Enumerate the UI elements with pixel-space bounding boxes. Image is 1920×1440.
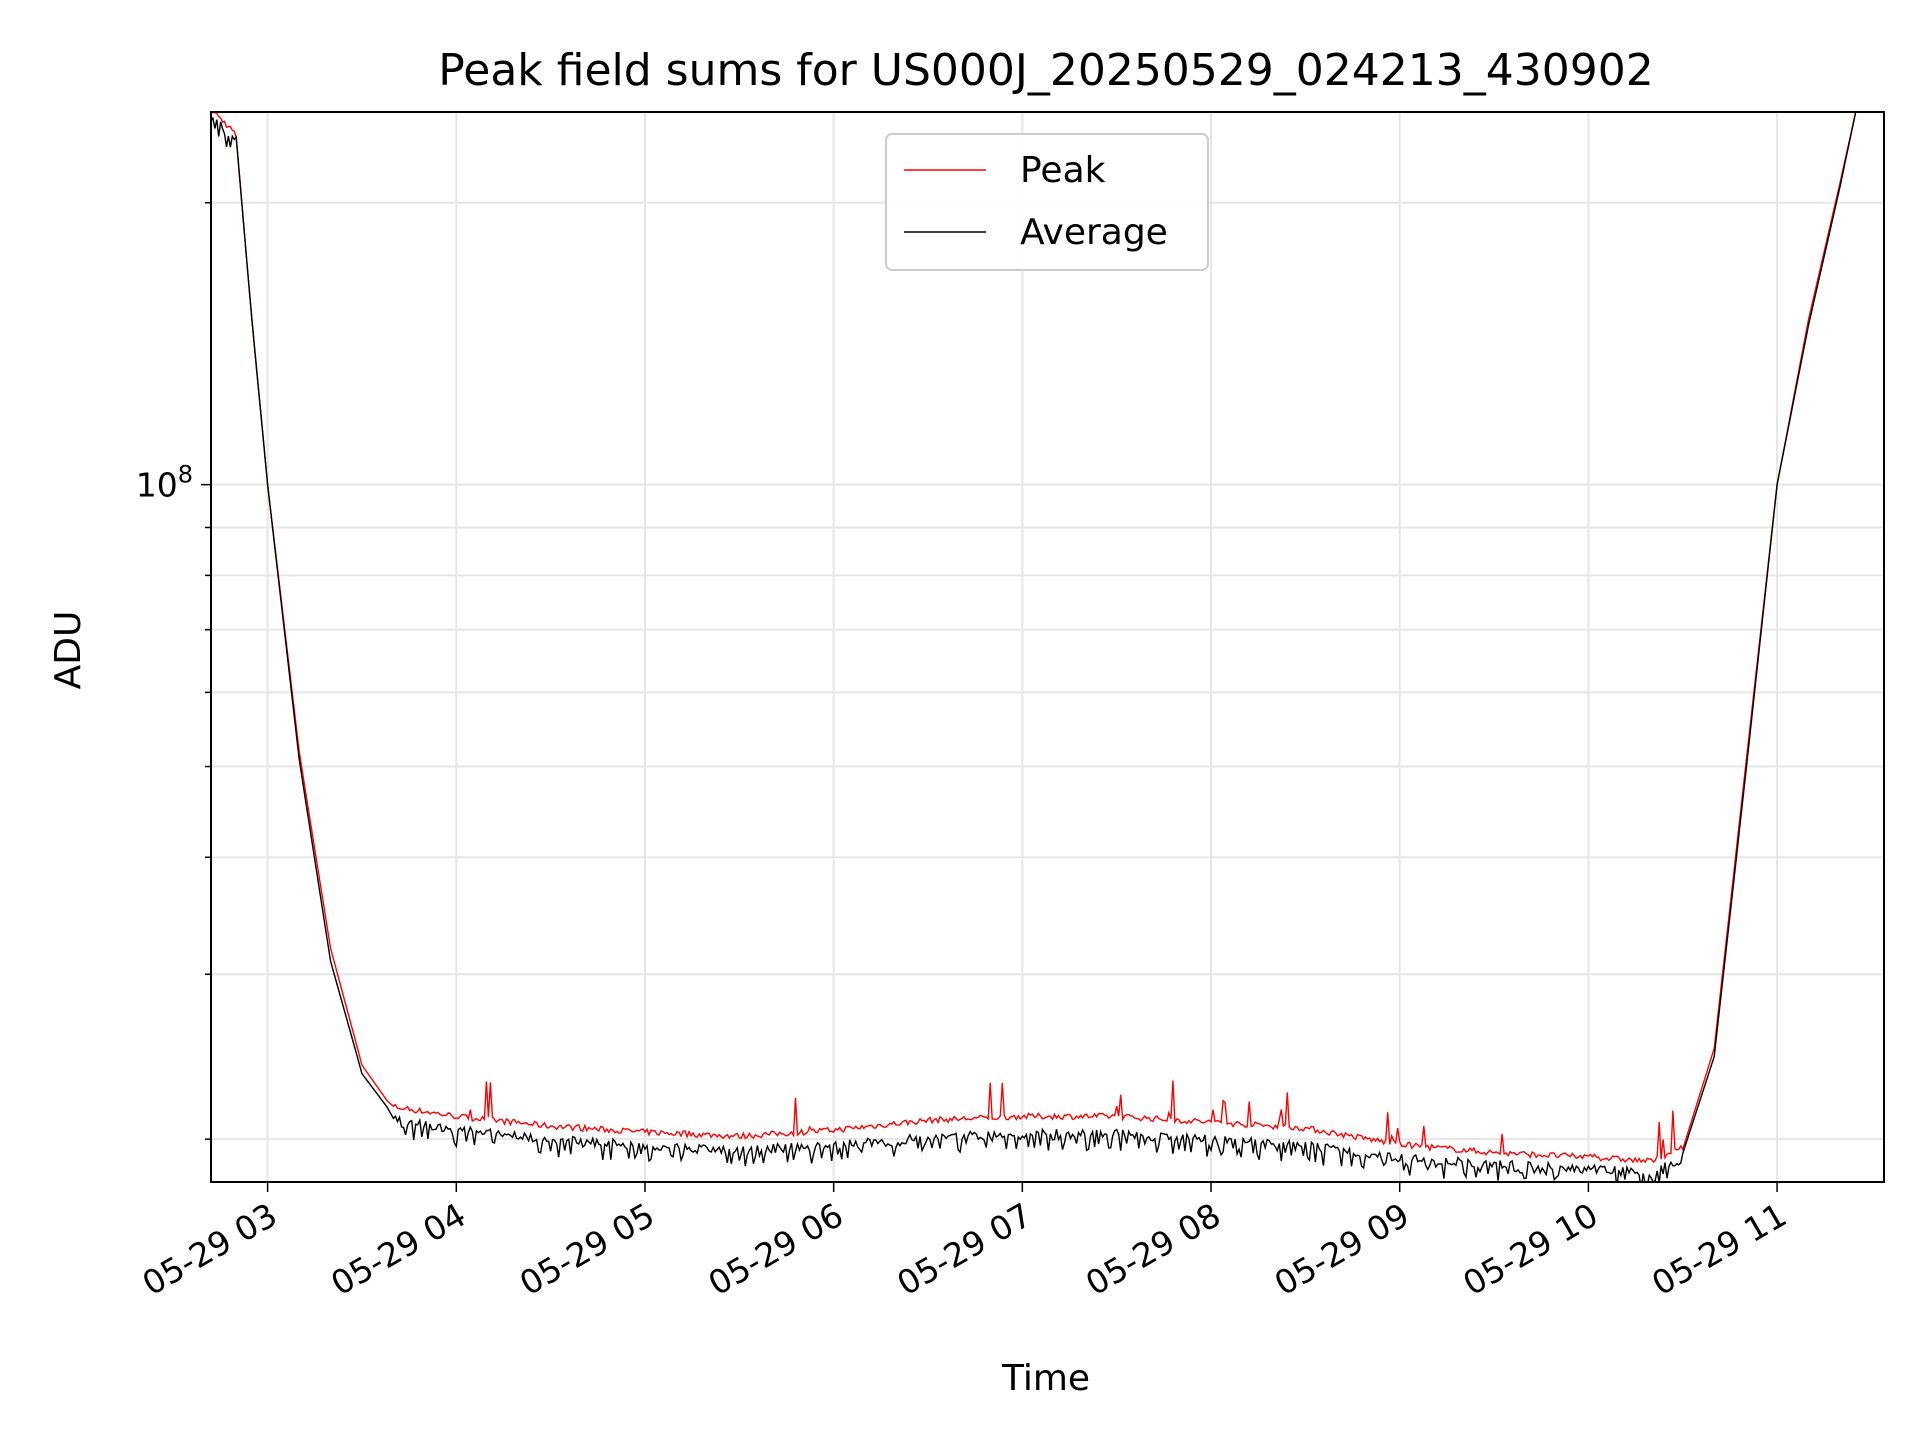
series-line-average <box>211 112 1857 1182</box>
series-line-peak <box>212 112 1857 1164</box>
legend-peak-label: Peak <box>1020 150 1106 191</box>
legend: Peak Average <box>885 133 1209 271</box>
chart-title: Peak field sums for US000J_20250529_0242… <box>438 45 1653 96</box>
x-tick-label: 05-29 04 <box>324 1195 472 1303</box>
x-axis-label: Time <box>1001 1358 1090 1399</box>
grid <box>211 112 1884 1182</box>
legend-box <box>885 133 1209 271</box>
x-tick-label: 05-29 03 <box>136 1195 284 1303</box>
x-tick-label: 05-29 09 <box>1268 1195 1416 1303</box>
legend-average-label: Average <box>1020 212 1168 253</box>
x-tick-label: 05-29 05 <box>513 1195 661 1303</box>
y-axis: 108 <box>136 201 211 1140</box>
x-tick-label: 05-29 06 <box>702 1195 850 1303</box>
x-tick-label: 05-29 07 <box>890 1195 1038 1303</box>
x-axis: 05-29 03 05-29 04 05-29 05 05-29 06 05-29 07… <box>136 1182 1793 1303</box>
y-axis-label: ADU <box>48 611 89 690</box>
series-layer <box>211 112 1857 1182</box>
plot-frame <box>210 111 1885 1183</box>
x-tick-label: 05-29 08 <box>1079 1195 1227 1303</box>
x-tick-label: 05-29 10 <box>1456 1195 1604 1303</box>
x-tick-label: 05-29 11 <box>1645 1195 1793 1303</box>
y-tick-label: 108 <box>136 461 193 505</box>
